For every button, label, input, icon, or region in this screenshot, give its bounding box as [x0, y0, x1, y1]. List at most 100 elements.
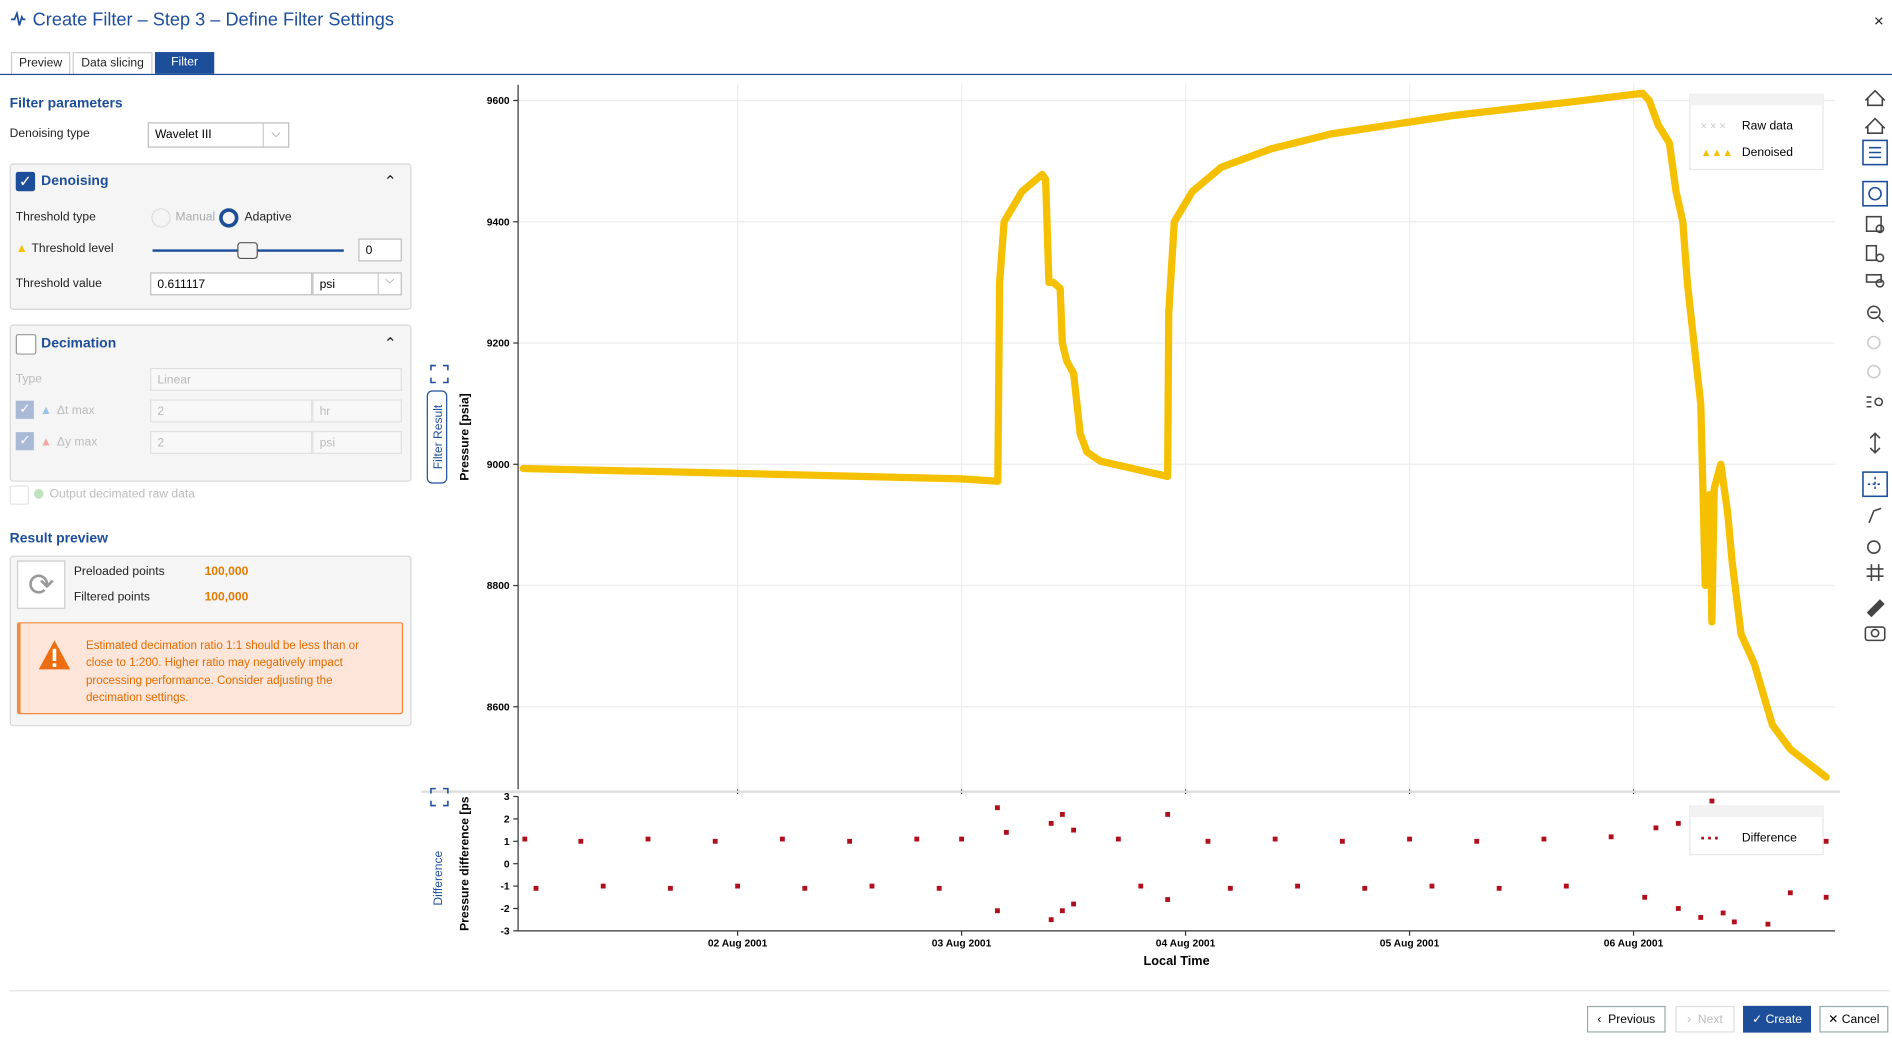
difference-point: [1138, 883, 1144, 889]
difference-point: [994, 908, 1000, 914]
difference-point: [1205, 838, 1211, 844]
label: Type: [15, 372, 42, 387]
section-title: Result preview: [9, 531, 108, 546]
difference-point: [1765, 921, 1771, 927]
y-tick-label: 0: [504, 859, 510, 870]
difference-point: [1295, 883, 1300, 889]
difference-point: [578, 838, 584, 844]
difference-point: [1048, 820, 1054, 826]
value: 100,000: [204, 590, 249, 605]
difference-point: [847, 838, 853, 844]
panel-title: Decimation: [41, 336, 117, 352]
radio-label: Adaptive: [244, 210, 292, 224]
difference-point: [1362, 885, 1368, 891]
label: Denoising type: [9, 127, 90, 141]
difference-point: [1165, 897, 1171, 902]
difference-point: [869, 883, 875, 889]
y-tick-label: 9000: [487, 460, 510, 471]
y-tick-label: 9600: [487, 96, 510, 107]
difference-point: [1698, 915, 1704, 920]
panel-label: Difference: [431, 850, 445, 905]
input[interactable]: 0: [358, 238, 402, 262]
difference-point: [1823, 838, 1829, 844]
difference-point: [1823, 894, 1829, 900]
difference-point: [735, 883, 741, 889]
panel-label: Filter Result: [431, 404, 445, 469]
radio-selected[interactable]: [219, 208, 239, 228]
slider-thumb[interactable]: [237, 242, 258, 260]
difference-point: [1048, 917, 1054, 923]
difference-point: [1608, 834, 1614, 840]
legend-label: Difference: [1742, 830, 1797, 844]
difference-point: [802, 885, 808, 891]
input[interactable]: 0.611117: [150, 272, 313, 296]
panel-title: Denoising: [41, 174, 109, 189]
toolbar: [1862, 89, 1888, 642]
difference-point: [1059, 908, 1065, 914]
close-button[interactable]: ×: [1873, 10, 1884, 31]
section-title: Filter parameters: [9, 96, 123, 112]
difference-point: [1675, 906, 1681, 911]
x-tick-label: 06 Aug 2001: [1604, 939, 1664, 950]
difference-point: [712, 838, 718, 844]
collapse[interactable]: ⌃: [383, 334, 397, 353]
checkbox: ✓: [15, 400, 34, 419]
tab-active[interactable]: Filter: [154, 52, 215, 74]
unit-select[interactable]: psi ⌵: [312, 272, 402, 296]
button-primary[interactable]: ✓ Create: [1743, 1005, 1811, 1033]
y-tick-label: 1: [504, 837, 510, 848]
difference-point: [1071, 901, 1076, 907]
label: Δt max: [56, 404, 95, 418]
difference-point: [1429, 883, 1435, 889]
refresh-button[interactable]: ⟳: [16, 560, 66, 609]
tab[interactable]: Preview: [10, 52, 71, 76]
y-axis-label: Pressure [psia]: [457, 393, 471, 480]
checkbox[interactable]: ✓: [15, 171, 36, 192]
button[interactable]: ‹ Previous: [1586, 1005, 1666, 1033]
app-icon: [10, 10, 26, 26]
difference-point: [1720, 910, 1726, 916]
y-tick-label: -3: [500, 927, 509, 938]
difference-point: [645, 836, 651, 842]
label: Δy max: [56, 435, 98, 450]
checkbox: ✓: [15, 432, 34, 451]
difference-point: [1709, 798, 1715, 804]
y-tick-label: 9200: [487, 339, 510, 350]
difference-point: [522, 836, 528, 842]
x-axis-label: Local Time: [1144, 953, 1210, 968]
value: 100,000: [204, 565, 249, 579]
select-value: Wavelet III: [154, 128, 212, 142]
marker-icon: ▲: [15, 242, 28, 256]
unit-select: hr: [312, 399, 402, 423]
difference-point: [1339, 838, 1345, 844]
label: Preloaded points: [73, 565, 165, 579]
legend-label: Denoised: [1742, 145, 1793, 159]
denoised-line: [519, 89, 1830, 781]
difference-point: [1407, 836, 1412, 842]
expand-icon: [430, 787, 449, 807]
difference-point: [1675, 820, 1681, 826]
label: Output decimated raw data: [49, 487, 195, 502]
difference-point: [1071, 827, 1076, 833]
difference-point: [1059, 812, 1065, 817]
checkbox[interactable]: [15, 334, 37, 355]
x-tick-label: 02 Aug 2001: [708, 939, 768, 950]
x-tick-label: 03 Aug 2001: [932, 939, 992, 950]
legend-header: [1689, 806, 1824, 818]
tab[interactable]: Data slicing: [72, 52, 153, 76]
unit-select: psi: [312, 430, 402, 454]
dot: [33, 489, 44, 499]
radio[interactable]: [151, 208, 171, 228]
collapse[interactable]: ⌃: [383, 171, 397, 191]
marker-icon: ▲: [39, 435, 52, 450]
difference-point: [1563, 883, 1569, 889]
button[interactable]: ✕ Cancel: [1819, 1005, 1889, 1033]
difference-point: [779, 836, 785, 842]
legend-symbol: × × ×: [1701, 121, 1726, 133]
footer-rule: [9, 990, 1890, 992]
legend-label: Raw data: [1742, 119, 1793, 133]
tab-rule: [0, 73, 1892, 76]
select[interactable]: Wavelet III ⌵: [147, 122, 290, 148]
